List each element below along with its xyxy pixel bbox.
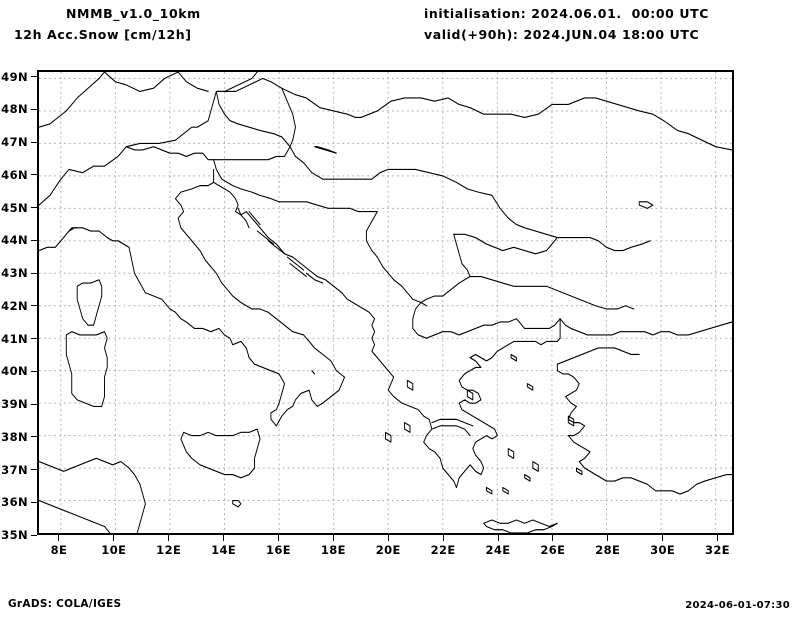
x-axis-tick-label: 26E <box>540 543 566 557</box>
x-axis-tick-mark <box>607 535 609 541</box>
y-axis-tick-mark <box>31 272 37 274</box>
grads-credit: GrADS: COLA/IGES <box>8 598 122 610</box>
x-axis-tick-mark <box>332 535 334 541</box>
x-axis-tick-label: 16E <box>265 543 291 557</box>
y-axis-tick-label: 42N <box>1 298 28 313</box>
y-axis-tick-label: 36N <box>1 495 28 510</box>
x-axis-tick-mark <box>168 535 170 541</box>
y-axis-tick-mark <box>31 141 37 143</box>
x-axis-tick-label: 18E <box>320 543 346 557</box>
y-axis-tick-label: 49N <box>1 69 28 84</box>
x-axis-tick-mark <box>223 535 225 541</box>
x-axis-tick-label: 22E <box>430 543 456 557</box>
y-axis-tick-label: 37N <box>1 462 28 477</box>
x-axis-tick-label: 20E <box>375 543 401 557</box>
y-axis-tick-mark <box>31 403 37 405</box>
x-axis-tick-mark <box>58 535 60 541</box>
y-axis-tick-label: 40N <box>1 364 28 379</box>
y-axis-tick-label: 41N <box>1 331 28 346</box>
y-axis-tick-mark <box>31 501 37 503</box>
y-axis-tick-label: 45N <box>1 200 28 215</box>
x-axis-tick-mark <box>387 535 389 541</box>
x-axis-tick-label: 30E <box>650 543 676 557</box>
y-axis-tick-mark <box>31 436 37 438</box>
model-title: NMMB_v1.0_10km <box>66 6 201 21</box>
valid-time: valid(+90h): 2024.JUN.04 18:00 UTC <box>424 27 700 42</box>
x-axis-tick-mark <box>717 535 719 541</box>
y-axis-tick-mark <box>31 174 37 176</box>
field-title: 12h Acc.Snow [cm/12h] <box>14 27 192 42</box>
x-axis-tick-label: 28E <box>595 543 621 557</box>
coastlines-layer <box>39 72 732 533</box>
x-axis-tick-mark <box>277 535 279 541</box>
x-axis-tick-mark <box>113 535 115 541</box>
y-axis-tick-mark <box>31 338 37 340</box>
y-axis-tick-label: 38N <box>1 429 28 444</box>
y-axis-tick-mark <box>31 469 37 470</box>
y-axis-tick-label: 44N <box>1 233 28 248</box>
y-axis-tick-label: 39N <box>1 397 28 411</box>
y-axis-tick-mark <box>31 207 37 209</box>
y-axis-tick-label: 46N <box>1 167 28 182</box>
x-axis-tick-label: 10E <box>101 543 127 557</box>
gridlines-layer <box>39 72 732 533</box>
initialisation-time: initialisation: 2024.06.01. 00:00 UTC <box>424 6 710 21</box>
x-axis-tick-mark <box>552 535 554 541</box>
y-axis-tick-label: 47N <box>1 135 28 150</box>
x-axis-tick-mark <box>442 535 444 541</box>
render-timestamp: 2024-06-01-07:30 <box>685 600 790 611</box>
y-axis-tick-mark <box>31 370 37 372</box>
y-axis-tick-label: 43N <box>1 266 28 281</box>
map-plot-area <box>37 70 734 535</box>
x-axis-tick-label: 14E <box>211 543 237 557</box>
x-axis-tick-label: 32E <box>705 543 731 557</box>
y-axis-tick-label: 35N <box>1 528 28 542</box>
y-axis-tick-mark <box>31 534 37 536</box>
x-axis-tick-mark <box>662 535 664 541</box>
x-axis-tick-label: 8E <box>50 543 68 557</box>
y-axis-tick-mark <box>31 76 37 78</box>
x-axis-tick-mark <box>497 535 499 541</box>
y-axis-tick-label: 48N <box>1 102 28 117</box>
y-axis-tick-mark <box>31 305 37 307</box>
y-axis-tick-mark <box>31 108 37 110</box>
y-axis-tick-mark <box>31 239 37 241</box>
x-axis-tick-label: 12E <box>156 543 182 557</box>
x-axis-tick-label: 24E <box>485 543 511 557</box>
